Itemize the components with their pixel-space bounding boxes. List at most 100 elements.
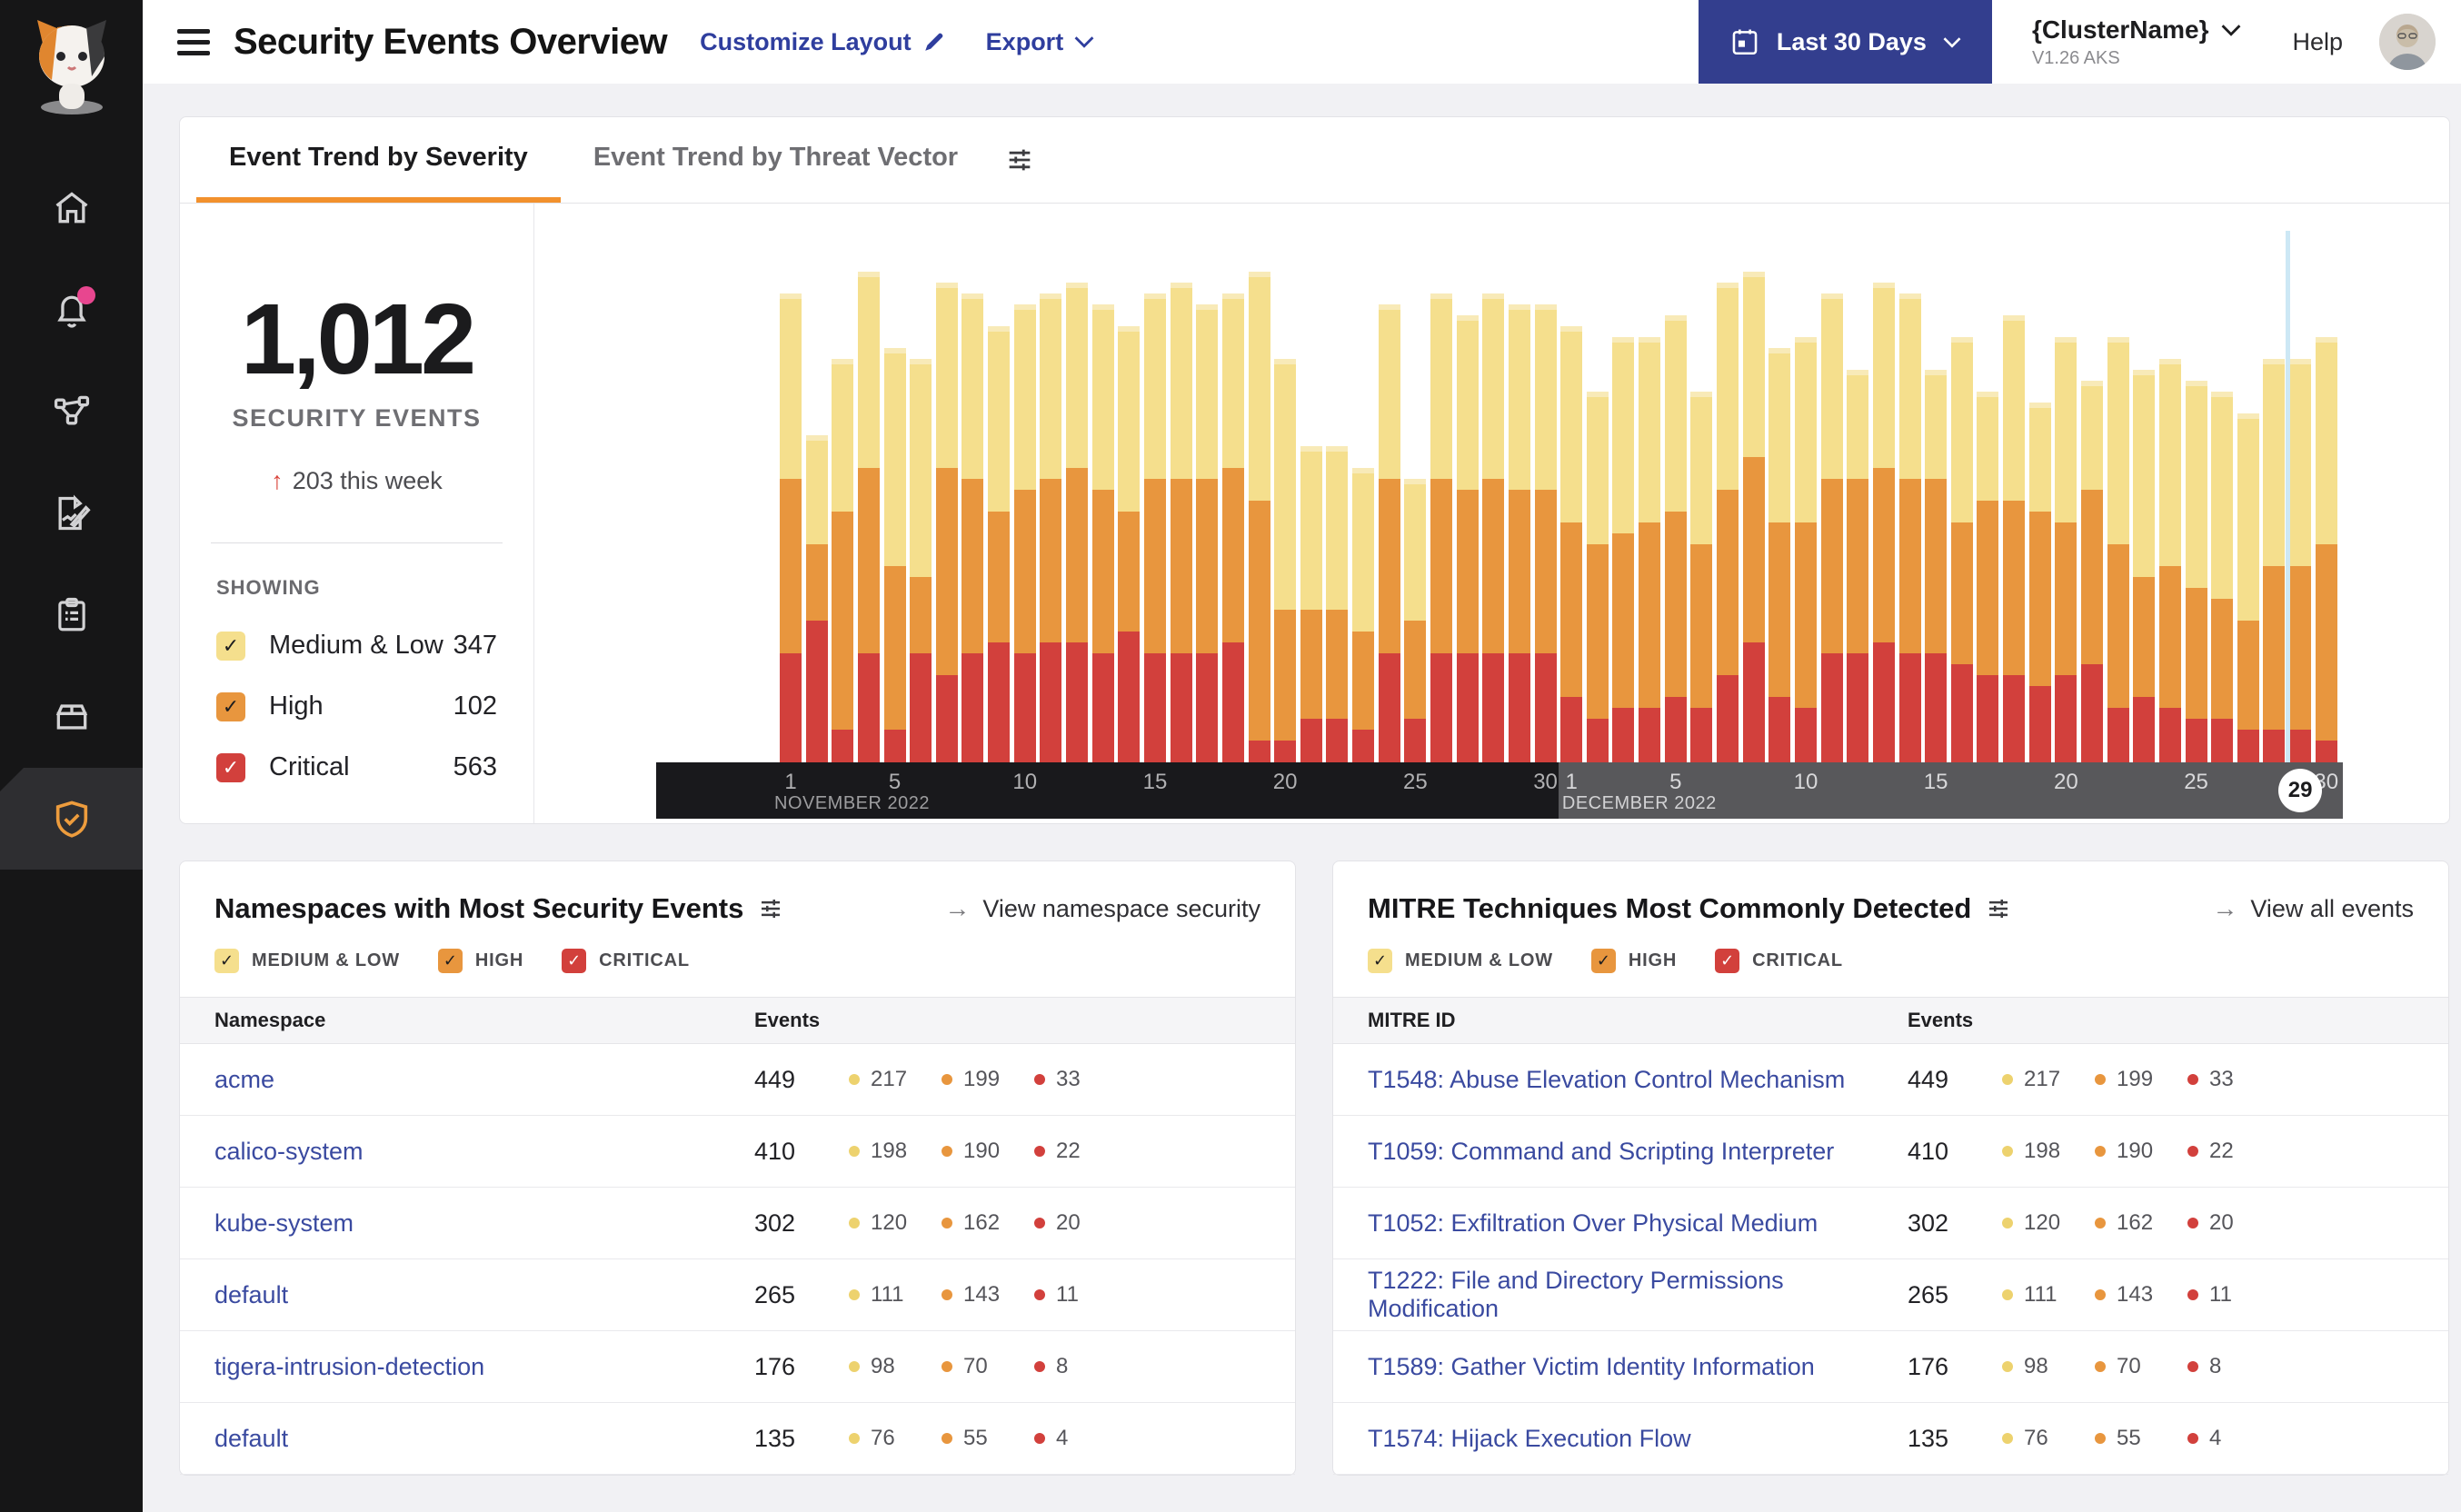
cluster-selector[interactable]: {ClusterName} V1.26 AKS bbox=[2032, 15, 2242, 69]
sidebar-item-service-graph[interactable] bbox=[0, 361, 143, 463]
severity-filter-critical[interactable]: ✓ CRITICAL bbox=[562, 949, 690, 973]
chart-bar[interactable] bbox=[2263, 359, 2286, 762]
chart-bar[interactable] bbox=[1221, 293, 1244, 762]
chart-bar[interactable] bbox=[1690, 392, 1713, 762]
chart-bar[interactable] bbox=[1066, 283, 1089, 762]
chart-bar[interactable] bbox=[1847, 370, 1869, 762]
chart-bar[interactable] bbox=[1742, 272, 1765, 762]
row-link[interactable]: T1548: Abuse Elevation Control Mechanism bbox=[1368, 1065, 1846, 1093]
chart-bar[interactable] bbox=[883, 348, 906, 762]
selected-day-marker[interactable]: 29 bbox=[2278, 769, 2323, 812]
chart-bar[interactable] bbox=[2055, 337, 2077, 762]
chart-bar[interactable] bbox=[832, 359, 854, 762]
high-checkbox[interactable]: ✓ bbox=[1590, 949, 1616, 973]
legend-row-critical[interactable]: ✓ Critical 563 bbox=[216, 752, 497, 782]
export-button[interactable]: Export bbox=[986, 28, 1095, 56]
severity-filter-medium_low[interactable]: ✓ MEDIUM & LOW bbox=[214, 949, 400, 973]
sidebar-item-alerts[interactable] bbox=[0, 259, 143, 361]
chart-bar[interactable] bbox=[857, 272, 880, 762]
chart-bar[interactable] bbox=[1820, 293, 1843, 762]
chart-bar[interactable] bbox=[2237, 413, 2259, 762]
customize-layout-button[interactable]: Customize Layout bbox=[700, 28, 946, 56]
tab-event-trend-by-threat-vector[interactable]: Event Trend by Threat Vector bbox=[593, 142, 959, 172]
chart-bar[interactable] bbox=[1143, 293, 1166, 762]
legend-row-high[interactable]: ✓ High 102 bbox=[216, 691, 497, 721]
chart-bar[interactable] bbox=[1482, 293, 1505, 762]
chart-bar[interactable] bbox=[1170, 283, 1192, 762]
chart-bar[interactable] bbox=[1013, 304, 1036, 762]
chart-bar[interactable] bbox=[961, 293, 984, 762]
chart-bar[interactable] bbox=[2107, 337, 2129, 762]
critical-checkbox[interactable]: ✓ bbox=[1715, 949, 1740, 973]
row-link[interactable]: kube-system bbox=[214, 1209, 354, 1237]
chart-bar[interactable] bbox=[1274, 359, 1297, 762]
row-link[interactable]: acme bbox=[214, 1065, 275, 1093]
chart-bar[interactable] bbox=[2185, 381, 2207, 762]
chart-bar[interactable] bbox=[2315, 337, 2337, 762]
chart-bar[interactable] bbox=[1196, 304, 1219, 762]
chart-bar[interactable] bbox=[1769, 348, 1791, 762]
chart-bar[interactable] bbox=[1456, 315, 1479, 762]
chart-bar[interactable] bbox=[988, 326, 1011, 762]
namespaces-settings-button[interactable] bbox=[756, 895, 785, 922]
critical-checkbox[interactable]: ✓ bbox=[216, 752, 245, 782]
chart-bar[interactable] bbox=[2003, 315, 2026, 762]
chart-bar[interactable] bbox=[1508, 304, 1530, 762]
help-link[interactable]: Help bbox=[2292, 27, 2343, 55]
row-link[interactable]: T1574: Hijack Execution Flow bbox=[1368, 1424, 1691, 1452]
chart-bar[interactable] bbox=[1898, 293, 1921, 762]
row-link[interactable]: T1222: File and Directory Permissions Mo… bbox=[1368, 1267, 1784, 1322]
sidebar-item-workloads[interactable] bbox=[0, 666, 143, 768]
chart-bar[interactable] bbox=[1586, 392, 1609, 762]
chart-bar[interactable] bbox=[1560, 326, 1583, 762]
severity-filter-medium_low[interactable]: ✓ MEDIUM & LOW bbox=[1368, 949, 1553, 973]
chart-bar[interactable] bbox=[1950, 337, 1973, 762]
chart-bar[interactable] bbox=[1977, 392, 1999, 762]
chart-bar[interactable] bbox=[1118, 326, 1141, 762]
medium_low-checkbox[interactable]: ✓ bbox=[216, 631, 245, 661]
chart-bar[interactable] bbox=[1040, 293, 1062, 762]
chart-bar[interactable] bbox=[1612, 337, 1635, 762]
row-link[interactable]: T1052: Exfiltration Over Physical Medium bbox=[1368, 1209, 1818, 1237]
chart-bar[interactable] bbox=[1378, 304, 1400, 762]
chart-bar[interactable] bbox=[1872, 283, 1895, 762]
high-checkbox[interactable]: ✓ bbox=[437, 949, 463, 973]
date-range-button[interactable]: Last 30 Days bbox=[1698, 0, 1992, 84]
legend-row-medium_low[interactable]: ✓ Medium & Low 347 bbox=[216, 631, 497, 661]
chart-bar[interactable] bbox=[1664, 315, 1687, 762]
view-all-events-link[interactable]: → View all events bbox=[2212, 894, 2414, 922]
chart-bar[interactable] bbox=[1091, 304, 1114, 762]
row-link[interactable]: T1589: Gather Victim Identity Informatio… bbox=[1368, 1352, 1815, 1380]
chart-bar[interactable] bbox=[805, 435, 828, 762]
user-avatar[interactable] bbox=[2379, 14, 2436, 70]
sidebar-item-compliance[interactable] bbox=[0, 564, 143, 666]
row-link[interactable]: tigera-intrusion-detection bbox=[214, 1352, 485, 1380]
chart-bar[interactable] bbox=[2028, 403, 2051, 762]
chart-bar[interactable] bbox=[1717, 283, 1739, 762]
trend-settings-button[interactable] bbox=[1003, 117, 1036, 203]
hamburger-menu-icon[interactable] bbox=[177, 28, 210, 55]
chart-bar[interactable] bbox=[910, 359, 932, 762]
chart-bar[interactable] bbox=[935, 283, 958, 762]
mitre-settings-button[interactable] bbox=[1984, 895, 2013, 922]
chart-bar[interactable] bbox=[2081, 381, 2103, 762]
chart-bar[interactable] bbox=[1326, 446, 1349, 762]
high-checkbox[interactable]: ✓ bbox=[216, 691, 245, 721]
chart-bar[interactable] bbox=[1794, 337, 1817, 762]
medium_low-checkbox[interactable]: ✓ bbox=[214, 949, 239, 973]
view-namespace-security-link[interactable]: → View namespace security bbox=[944, 894, 1260, 922]
medium_low-checkbox[interactable]: ✓ bbox=[1368, 949, 1392, 973]
chart-bar[interactable] bbox=[1352, 468, 1375, 762]
severity-filter-high[interactable]: ✓ HIGH bbox=[1590, 949, 1677, 973]
row-link[interactable]: default bbox=[214, 1424, 289, 1452]
chart-bar[interactable] bbox=[2211, 392, 2234, 762]
sidebar-item-home[interactable] bbox=[0, 157, 143, 259]
chart-bar[interactable] bbox=[1639, 337, 1661, 762]
calico-cat-logo[interactable] bbox=[25, 13, 119, 124]
tab-event-trend-by-severity[interactable]: Event Trend by Severity bbox=[196, 117, 561, 203]
row-link[interactable]: default bbox=[214, 1280, 289, 1308]
chart-bar[interactable] bbox=[2158, 359, 2181, 762]
critical-checkbox[interactable]: ✓ bbox=[562, 949, 587, 973]
row-link[interactable]: calico-system bbox=[214, 1137, 364, 1165]
chart-bar[interactable] bbox=[1404, 479, 1427, 762]
